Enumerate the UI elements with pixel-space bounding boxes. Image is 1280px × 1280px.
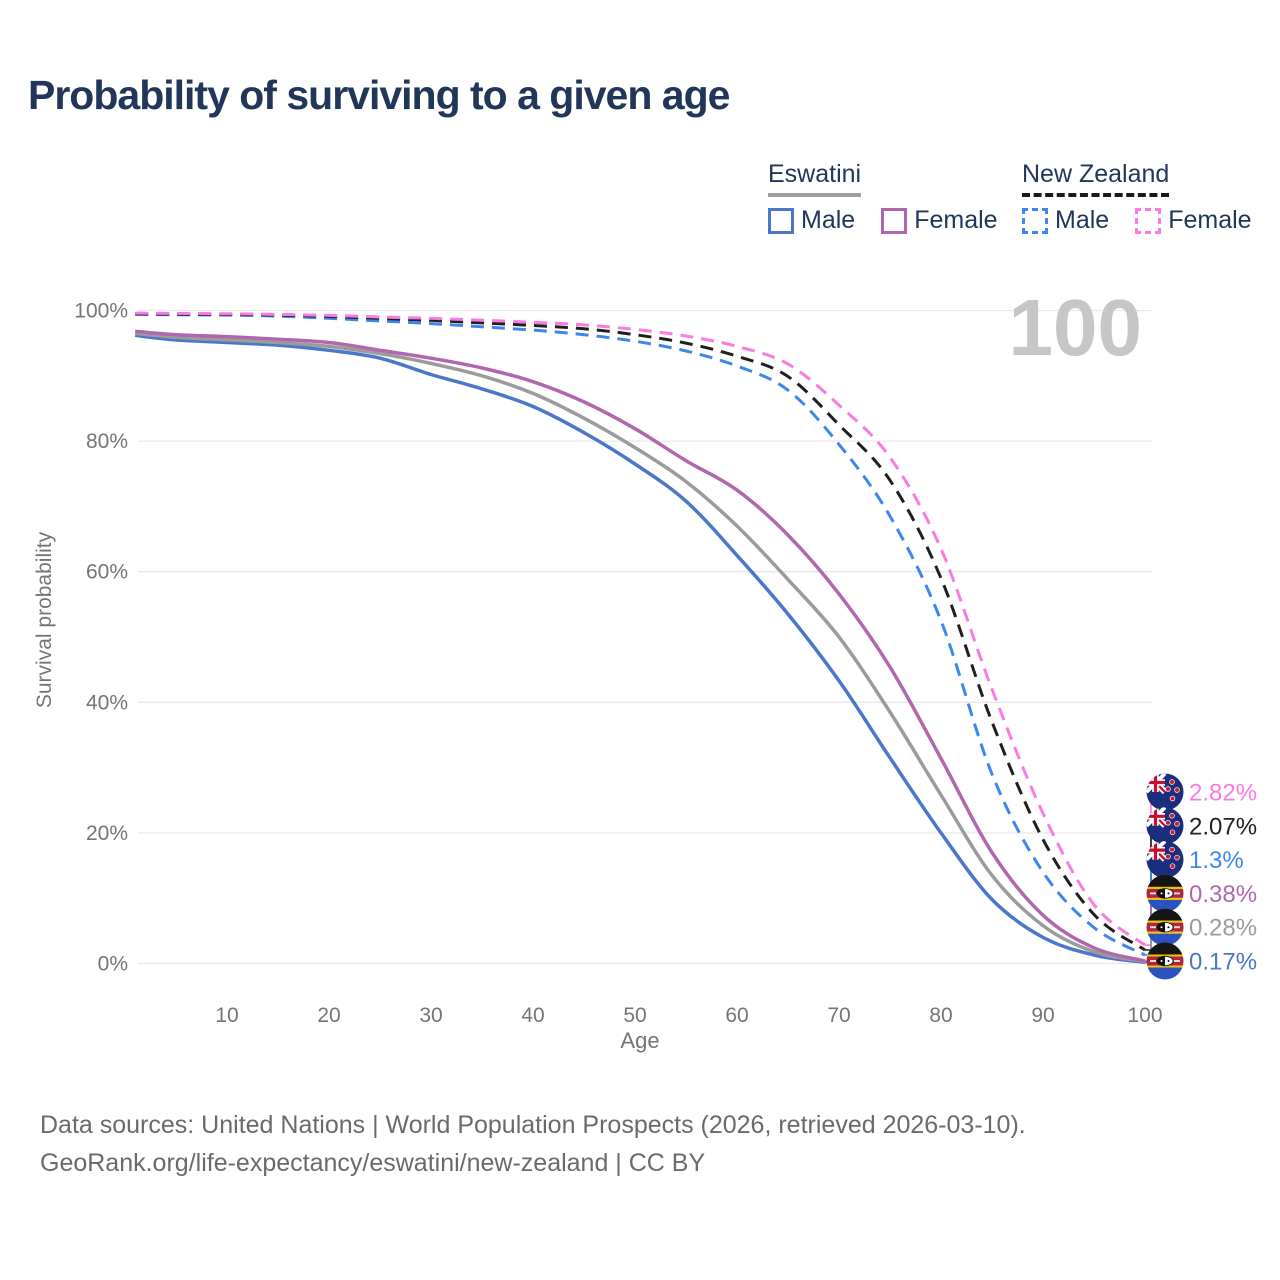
y-tick-label: 60%	[86, 561, 128, 584]
series-line-nz-female[interactable]	[135, 311, 1146, 947]
survival-probability-chart: 0% 20% 40% 60% 80% 100% 10 20 30 40 50 60 70 80 90 100 2…	[74, 300, 1257, 1028]
footer-attribution: GeoRank.org/life-expectancy/eswatini/new…	[40, 1149, 706, 1177]
x-tick-label: 30	[419, 1004, 442, 1027]
eswatini-flag-icon	[1146, 874, 1184, 912]
x-tick-label: 10	[215, 1004, 238, 1027]
legend-items-eswatini: Male Female	[768, 206, 998, 235]
end-value-label-eswatini-male: 0.17%	[1189, 949, 1257, 976]
legend-group-new-zealand: New Zealand Male Female	[1022, 160, 1252, 235]
legend-item-nz-female[interactable]: Female	[1135, 206, 1252, 235]
end-value-label-nz-female: 2.82%	[1189, 780, 1257, 807]
legend-item-eswatini-male[interactable]: Male	[768, 206, 855, 235]
y-axis-title: Survival probability	[33, 531, 56, 709]
new-zealand-flag-icon	[1146, 841, 1184, 879]
x-tick-label: 100	[1127, 1004, 1162, 1027]
x-tick-label: 70	[827, 1004, 850, 1027]
legend-label-nz-male: Male	[1055, 206, 1110, 234]
legend-label-eswatini-female: Female	[914, 206, 998, 234]
age-counter-watermark: 100	[1008, 283, 1142, 372]
series-line-nz-male[interactable]	[135, 312, 1146, 957]
nz-male-swatch-icon	[1022, 207, 1048, 234]
footer-data-sources: Data sources: United Nations | World Pop…	[40, 1111, 1026, 1139]
legend-item-eswatini-female[interactable]: Female	[881, 206, 998, 235]
series-line-eswatini-combined[interactable]	[135, 331, 1146, 964]
end-value-label-nz-combined: 2.07%	[1189, 813, 1257, 840]
legend-header-eswatini[interactable]: Eswatini	[768, 160, 862, 197]
legend-item-nz-male[interactable]: Male	[1022, 206, 1109, 235]
eswatini-male-swatch-icon	[768, 207, 794, 234]
footer: Data sources: United Nations | World Pop…	[40, 1106, 1026, 1182]
new-zealand-flag-icon	[1146, 807, 1184, 845]
series-line-eswatini-female[interactable]	[135, 329, 1146, 963]
eswatini-flag-icon	[1146, 942, 1184, 980]
series-line-eswatini-male[interactable]	[134, 333, 1146, 965]
legend-header-new-zealand[interactable]: New Zealand	[1022, 160, 1170, 197]
eswatini-flag-icon	[1146, 908, 1184, 946]
x-tick-label: 90	[1031, 1004, 1054, 1027]
y-tick-label: 100%	[74, 300, 128, 323]
x-tick-label: 60	[725, 1004, 748, 1027]
legend-label-nz-female: Female	[1168, 206, 1252, 234]
end-value-label-nz-male: 1.3%	[1189, 847, 1244, 874]
y-tick-label: 80%	[86, 430, 128, 453]
legend-label-eswatini-male: Male	[801, 206, 856, 234]
end-value-label-eswatini-female: 0.38%	[1189, 881, 1257, 908]
y-tick-label: 0%	[98, 953, 128, 976]
page-title: Probability of surviving to a given age	[28, 72, 730, 118]
new-zealand-flag-icon	[1146, 773, 1184, 811]
legend-group-eswatini: Eswatini Male Female	[768, 160, 998, 235]
legend: Eswatini Male Female New Zealand Male Fe…	[0, 160, 1280, 250]
x-tick-label: 40	[521, 1004, 544, 1027]
legend-items-new-zealand: Male Female	[1022, 206, 1252, 235]
x-tick-label: 80	[929, 1004, 952, 1027]
y-tick-label: 20%	[86, 822, 128, 845]
x-axis-title: Age	[620, 1028, 660, 1053]
end-value-label-eswatini-combined: 0.28%	[1189, 915, 1257, 942]
nz-female-swatch-icon	[1135, 207, 1162, 234]
x-tick-label: 20	[317, 1004, 340, 1027]
y-tick-label: 40%	[86, 691, 128, 714]
eswatini-female-swatch-icon	[881, 207, 908, 234]
x-tick-label: 50	[623, 1004, 646, 1027]
